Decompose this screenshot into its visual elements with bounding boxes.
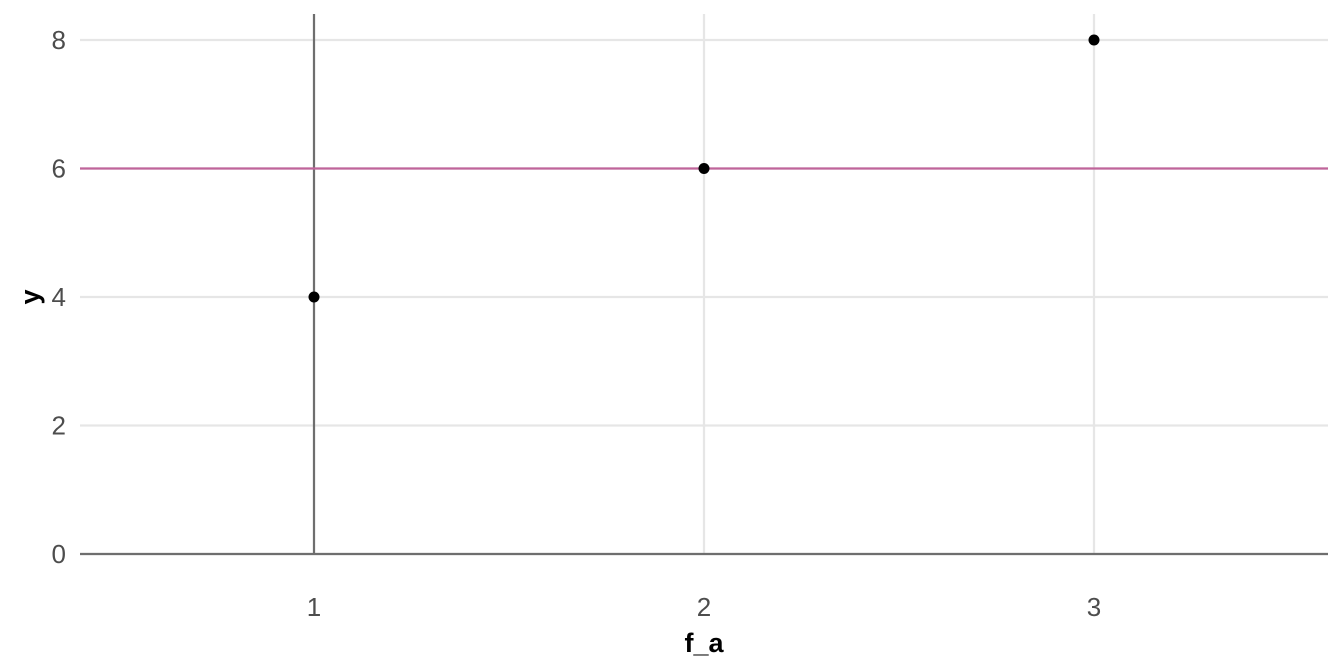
x-axis-title: f_a [684, 628, 724, 658]
grid-lines [80, 14, 1328, 556]
data-point [1088, 34, 1100, 46]
x-tick-label: 3 [1087, 592, 1101, 622]
y-tick-label: 2 [52, 411, 66, 441]
y-tick-label: 6 [52, 154, 66, 184]
data-point [698, 163, 710, 174]
y-tick-label: 8 [52, 25, 66, 55]
tick-labels: 0 2 4 6 8 1 2 3 [52, 25, 1102, 622]
x-tick-label: 2 [697, 592, 711, 622]
x-tick-label: 1 [307, 592, 321, 622]
y-tick-label: 0 [52, 539, 66, 569]
y-tick-label: 4 [52, 282, 66, 312]
y-axis-title: y [15, 289, 45, 304]
data-point [308, 291, 320, 303]
data-points [308, 34, 1100, 303]
